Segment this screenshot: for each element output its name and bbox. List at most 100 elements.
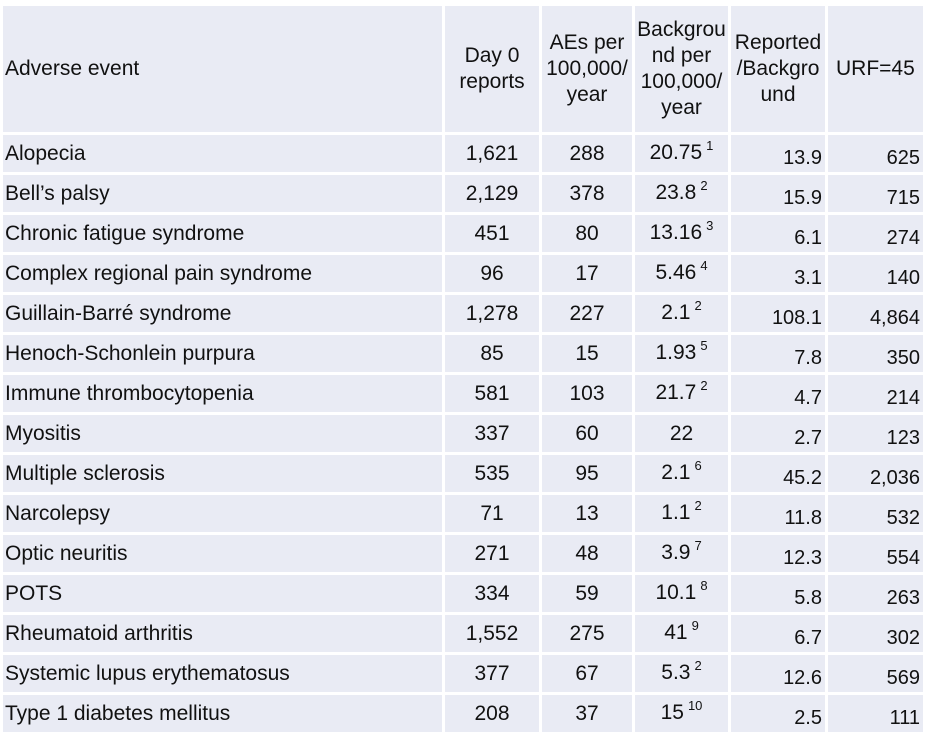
cell-aes-per-100000: 67 (542, 655, 632, 692)
cell-urf: 263 (828, 575, 923, 612)
background-value: 10.1 (655, 580, 697, 604)
cell-aes-per-100000: 103 (542, 375, 632, 412)
cell-adverse-event: Henoch-Schonlein purpura (3, 335, 442, 372)
background-value: 15 (660, 700, 684, 724)
cell-reported-background-ratio: 12.3 (731, 535, 825, 572)
cell-aes-per-100000: 378 (542, 175, 632, 212)
table-row: Narcolepsy 71 13 1.1 2 11.8 532 (3, 495, 923, 532)
cell-reported-background-ratio: 6.1 (731, 215, 825, 252)
table-row: Rheumatoid arthritis 1,552 275 41 9 6.7 302 (3, 615, 923, 652)
cell-reported-background-ratio: 13.9 (731, 135, 825, 172)
header-aes-per-100000: AEs per 100,000/ year (542, 6, 632, 132)
cell-aes-per-100000: 227 (542, 295, 632, 332)
cell-reported-background-ratio: 6.7 (731, 615, 825, 652)
cell-day0-reports: 1,621 (445, 135, 539, 172)
reference-superscript: 2 (700, 377, 708, 393)
cell-adverse-event: Alopecia (3, 135, 442, 172)
reference-superscript: 3 (706, 217, 714, 233)
cell-adverse-event: Systemic lupus erythematosus (3, 655, 442, 692)
cell-adverse-event: Narcolepsy (3, 495, 442, 532)
reference-superscript: 2 (694, 657, 702, 673)
cell-reported-background-ratio: 7.8 (731, 335, 825, 372)
background-value: 22 (669, 421, 694, 445)
cell-adverse-event: Type 1 diabetes mellitus (3, 695, 442, 732)
cell-adverse-event: Guillain-Barré syndrome (3, 295, 442, 332)
table-row: Type 1 diabetes mellitus 208 37 15 10 2.5 111 (3, 695, 923, 732)
cell-adverse-event: Myositis (3, 415, 442, 452)
cell-day0-reports: 377 (445, 655, 539, 692)
cell-day0-reports: 581 (445, 375, 539, 412)
header-reported-background: Reported /Backgro und (731, 6, 825, 132)
cell-day0-reports: 85 (445, 335, 539, 372)
background-value: 1.93 (655, 340, 697, 364)
reference-superscript: 7 (694, 537, 702, 553)
cell-aes-per-100000: 95 (542, 455, 632, 492)
cell-adverse-event: Complex regional pain syndrome (3, 255, 442, 292)
reference-superscript: 2 (694, 297, 702, 313)
cell-day0-reports: 2,129 (445, 175, 539, 212)
cell-aes-per-100000: 15 (542, 335, 632, 372)
header-day0-reports: Day 0 reports (445, 6, 539, 132)
cell-urf: 715 (828, 175, 923, 212)
table-row: Henoch-Schonlein purpura 85 15 1.93 5 7.8 350 (3, 335, 923, 372)
background-value: 13.16 (649, 220, 703, 244)
background-value: 41 (664, 620, 688, 644)
cell-background-per-100000: 15 10 (635, 695, 728, 732)
reference-superscript: 1 (706, 137, 714, 153)
cell-aes-per-100000: 80 (542, 215, 632, 252)
cell-aes-per-100000: 13 (542, 495, 632, 532)
reference-superscript: 4 (700, 257, 708, 273)
reference-superscript: 2 (700, 177, 708, 193)
cell-urf: 569 (828, 655, 923, 692)
cell-day0-reports: 337 (445, 415, 539, 452)
cell-reported-background-ratio: 3.1 (731, 255, 825, 292)
cell-adverse-event: Immune thrombocytopenia (3, 375, 442, 412)
background-value: 1.1 (661, 500, 691, 524)
cell-day0-reports: 451 (445, 215, 539, 252)
cell-reported-background-ratio: 2.5 (731, 695, 825, 732)
cell-urf: 123 (828, 415, 923, 452)
cell-adverse-event: Multiple sclerosis (3, 455, 442, 492)
table-row: Bell’s palsy 2,129 378 23.8 2 15.9 715 (3, 175, 923, 212)
cell-reported-background-ratio: 5.8 (731, 575, 825, 612)
cell-urf: 302 (828, 615, 923, 652)
cell-reported-background-ratio: 4.7 (731, 375, 825, 412)
table-row: Systemic lupus erythematosus 377 67 5.3 2 12.… (3, 655, 923, 692)
table-row: POTS 334 59 10.1 8 5.8 263 (3, 575, 923, 612)
cell-urf: 350 (828, 335, 923, 372)
background-value: 5.3 (661, 660, 691, 684)
cell-background-per-100000: 1.1 2 (635, 495, 728, 532)
table-row: Immune thrombocytopenia 581 103 21.7 2 4.7 214 (3, 375, 923, 412)
cell-reported-background-ratio: 15.9 (731, 175, 825, 212)
cell-aes-per-100000: 37 (542, 695, 632, 732)
background-value: 21.7 (655, 380, 697, 404)
background-value: 23.8 (655, 180, 697, 204)
background-value: 2.1 (661, 460, 691, 484)
cell-adverse-event: POTS (3, 575, 442, 612)
cell-adverse-event: Bell’s palsy (3, 175, 442, 212)
cell-urf: 2,036 (828, 455, 923, 492)
cell-reported-background-ratio: 2.7 (731, 415, 825, 452)
reference-superscript: 9 (691, 617, 699, 633)
header-background-per-100000: Backgrou nd per 100,000/ year (635, 6, 728, 132)
table-header: Adverse event Day 0 reports AEs per 100,… (3, 6, 923, 132)
reference-superscript: 2 (694, 497, 702, 513)
cell-urf: 140 (828, 255, 923, 292)
cell-reported-background-ratio: 45.2 (731, 455, 825, 492)
reference-superscript: 10 (687, 697, 703, 713)
cell-day0-reports: 208 (445, 695, 539, 732)
cell-urf: 554 (828, 535, 923, 572)
header-adverse-event: Adverse event (3, 6, 442, 132)
cell-urf: 214 (828, 375, 923, 412)
header-urf: URF=45 (828, 6, 923, 132)
cell-aes-per-100000: 288 (542, 135, 632, 172)
cell-day0-reports: 1,278 (445, 295, 539, 332)
cell-background-per-100000: 20.75 1 (635, 135, 728, 172)
table-row: Myositis 337 60 22 2.7 123 (3, 415, 923, 452)
reference-superscript: 5 (700, 337, 708, 353)
cell-aes-per-100000: 48 (542, 535, 632, 572)
cell-adverse-event: Optic neuritis (3, 535, 442, 572)
reference-superscript: 8 (700, 577, 708, 593)
background-value: 3.9 (661, 540, 691, 564)
header-row: Adverse event Day 0 reports AEs per 100,… (3, 6, 923, 132)
